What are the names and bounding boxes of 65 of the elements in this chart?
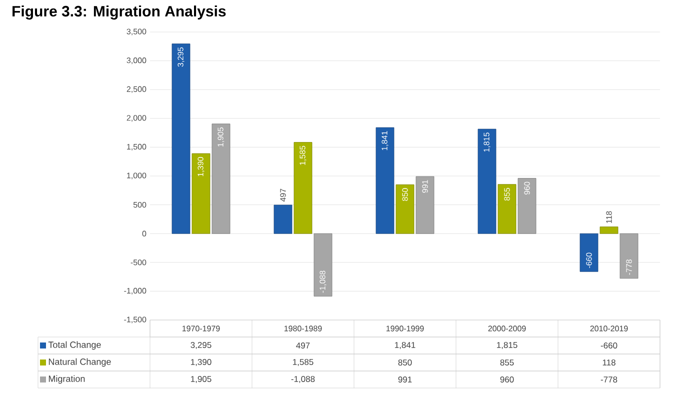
text: 1,841: [382, 131, 388, 150]
text: 118: [606, 211, 612, 223]
bar: [274, 204, 292, 234]
bar: [294, 142, 312, 234]
text: 991: [422, 180, 428, 193]
y-tick-label: 2,000: [126, 115, 146, 122]
text: -778: [626, 260, 632, 275]
bar: [314, 233, 332, 296]
data-label: 850: [398, 359, 412, 366]
data-label: -660: [600, 342, 618, 349]
data-label: 1,585: [293, 358, 314, 366]
bar: [192, 153, 210, 234]
text: 850: [402, 188, 408, 201]
x-tick-label: 1990-1999: [386, 326, 424, 332]
text: 497: [280, 188, 286, 202]
y-tick-label: 2,500: [126, 86, 146, 93]
data-label: 960: [500, 376, 514, 383]
bar: [396, 184, 414, 234]
bar: [172, 44, 190, 234]
legend-label: Total Change: [48, 341, 101, 350]
text: 3,295: [178, 47, 184, 67]
y-tick-label: 1,000: [127, 172, 146, 180]
bar: [416, 176, 434, 234]
bar: [498, 184, 516, 234]
y-tick-label: 3,500: [126, 28, 146, 36]
text: 1,815: [484, 132, 490, 152]
data-label: 1,841: [395, 342, 416, 350]
data-label: 1,815: [497, 342, 518, 350]
data-label: 497: [296, 342, 310, 349]
bar: [478, 128, 496, 234]
text: 1,905: [218, 127, 224, 146]
y-tick-label: 3,000: [126, 58, 146, 64]
text: -1,088: [320, 270, 326, 293]
y-tick-label: 500: [133, 202, 146, 208]
x-tick-label: 1970-1979: [182, 326, 220, 332]
x-tick-label: 2010-2019: [590, 326, 628, 332]
x-tick-label: 1980-1989: [284, 326, 322, 332]
text: 960: [524, 182, 530, 194]
text: 1,585: [300, 146, 306, 165]
x-tick-label: 2000-2009: [488, 326, 526, 332]
data-label: 1,390: [191, 358, 212, 366]
text: -660: [586, 252, 592, 268]
y-tick-label: -1,000: [124, 288, 146, 294]
data-label: 3,295: [190, 342, 212, 350]
bar: [620, 233, 638, 279]
legend-label: Natural Change: [48, 358, 111, 367]
y-tick-label: 1,500: [127, 144, 146, 150]
chart-title: Figure 3.3: Migration Analysis: [12, 6, 226, 20]
data-label: 118: [602, 359, 616, 366]
data-label: 1,905: [191, 376, 212, 384]
legend-label: Migration: [48, 375, 85, 384]
y-tick-label: -500: [130, 260, 146, 266]
data-label: 855: [500, 359, 514, 366]
bar: [518, 178, 536, 234]
text: 1,390: [198, 157, 204, 176]
data-label: 991: [398, 376, 412, 383]
bar: [212, 124, 230, 234]
data-label: -1,088: [291, 376, 315, 384]
bar: [600, 226, 618, 234]
text: 855: [504, 188, 510, 201]
data-label: -778: [600, 376, 618, 383]
y-tick-label: 0: [142, 230, 146, 236]
bar: [376, 127, 394, 234]
bar: [580, 233, 598, 272]
y-tick-label: -1,500: [124, 316, 146, 324]
